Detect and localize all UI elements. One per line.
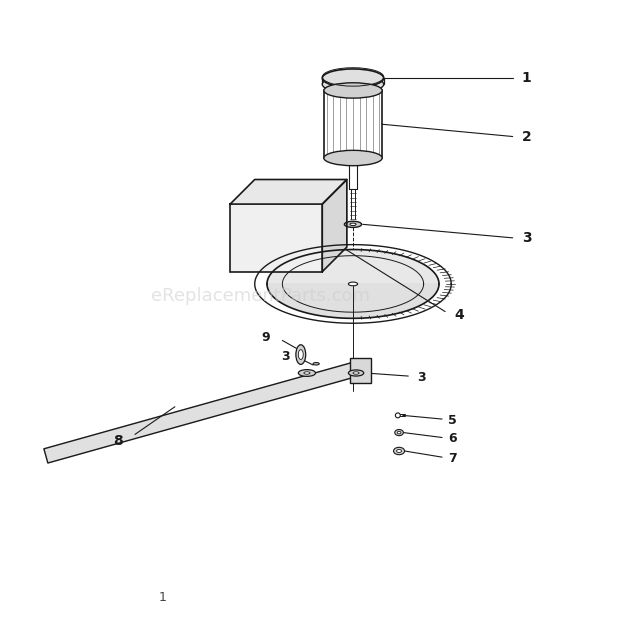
Ellipse shape <box>296 345 306 365</box>
Ellipse shape <box>397 449 402 452</box>
Text: 1: 1 <box>522 71 532 85</box>
Text: 7: 7 <box>448 452 457 465</box>
Text: 8: 8 <box>113 434 123 447</box>
Ellipse shape <box>348 282 358 286</box>
Text: 6: 6 <box>448 433 457 445</box>
Ellipse shape <box>304 372 310 375</box>
Ellipse shape <box>322 76 384 93</box>
Bar <box>350 358 371 383</box>
Ellipse shape <box>394 447 405 455</box>
Polygon shape <box>322 180 347 271</box>
Ellipse shape <box>353 372 359 375</box>
Ellipse shape <box>298 350 303 360</box>
Polygon shape <box>230 180 347 204</box>
Text: 1: 1 <box>159 590 167 603</box>
Ellipse shape <box>395 429 404 436</box>
Text: 3: 3 <box>522 231 531 245</box>
Ellipse shape <box>298 370 316 376</box>
Ellipse shape <box>396 413 401 418</box>
Bar <box>230 204 322 271</box>
Ellipse shape <box>397 431 401 434</box>
Text: 3: 3 <box>281 350 290 363</box>
Text: 3: 3 <box>417 371 426 384</box>
Text: 5: 5 <box>448 414 457 427</box>
Ellipse shape <box>322 69 384 88</box>
Ellipse shape <box>348 370 364 376</box>
Polygon shape <box>44 363 355 463</box>
Text: eReplacementParts.com: eReplacementParts.com <box>151 288 370 305</box>
Ellipse shape <box>324 83 382 98</box>
Ellipse shape <box>313 363 319 365</box>
Polygon shape <box>267 284 439 318</box>
Text: 2: 2 <box>522 130 532 144</box>
Ellipse shape <box>344 222 361 228</box>
Polygon shape <box>267 249 439 284</box>
Text: 9: 9 <box>262 331 270 344</box>
Ellipse shape <box>324 151 382 166</box>
Text: 4: 4 <box>454 308 464 321</box>
Ellipse shape <box>350 223 356 226</box>
